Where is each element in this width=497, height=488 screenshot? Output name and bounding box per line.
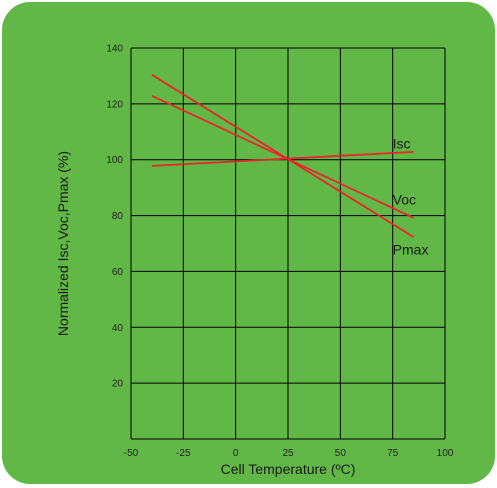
x-tick-label: -25 (176, 448, 191, 459)
chart-panel: -50 -25 0 25 50 75 100 20 40 60 80 100 120 140 Isc Voc… (2, 2, 495, 484)
temperature-chart: -50 -25 0 25 50 75 100 20 40 60 80 100 120 140 Isc Voc… (55, 44, 454, 478)
series-line-pmax (151, 74, 415, 238)
series-label-pmax: Pmax (393, 242, 429, 258)
y-tick-label: 100 (106, 155, 123, 166)
x-tick-label: 75 (387, 448, 399, 459)
series-label-voc: Voc (393, 191, 416, 207)
y-tick-label: 40 (112, 323, 124, 334)
y-tick-label: 140 (106, 44, 123, 55)
x-tick-label: 25 (282, 448, 294, 459)
x-tick-label: 50 (335, 448, 347, 459)
series-labels: Isc Voc Pmax (393, 136, 429, 258)
x-tick-label: -50 (124, 448, 139, 459)
y-tick-label: 120 (106, 99, 123, 110)
series-lines (151, 74, 415, 238)
series-label-isc: Isc (393, 136, 411, 152)
x-tick-label: 100 (437, 448, 454, 459)
y-axis-label: Normalized Isc,Voc,Pmax (%) (55, 151, 71, 336)
y-tick-label: 80 (112, 211, 124, 222)
x-axis-label: Cell Temperature (ºC) (221, 461, 356, 477)
y-tick-label: 20 (112, 379, 124, 390)
series-line-isc (151, 150, 414, 167)
tick-labels: -50 -25 0 25 50 75 100 20 40 60 80 100 120 140 (106, 44, 453, 460)
y-tick-label: 60 (112, 267, 124, 278)
x-tick-label: 0 (233, 448, 239, 459)
